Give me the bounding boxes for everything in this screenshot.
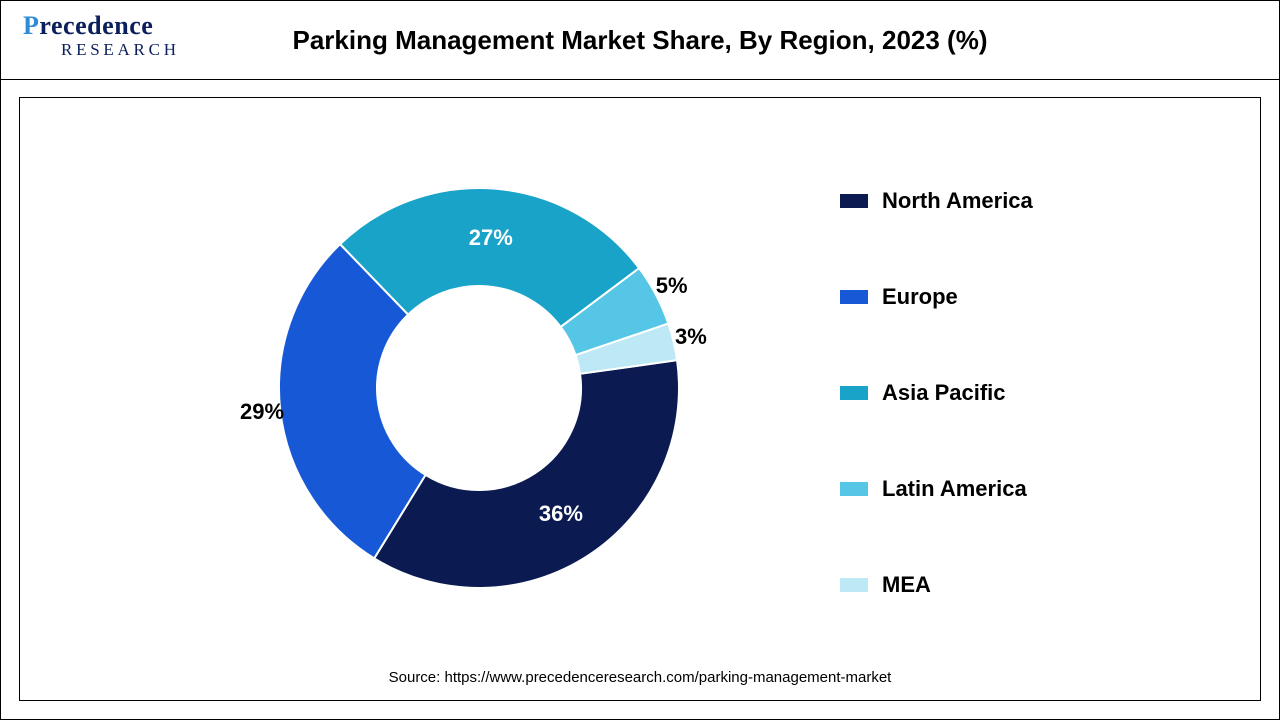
legend-swatch xyxy=(840,290,868,304)
brand-logo-accent: P xyxy=(23,11,39,40)
legend-swatch xyxy=(840,482,868,496)
chart-title: Parking Management Market Share, By Regi… xyxy=(1,25,1279,56)
brand-logo: Precedence RESEARCH xyxy=(23,13,180,58)
legend-label: North America xyxy=(882,188,1033,214)
slice-label: 27% xyxy=(469,225,513,251)
legend-item: Europe xyxy=(840,284,1033,310)
legend-item: North America xyxy=(840,188,1033,214)
legend-label: Asia Pacific xyxy=(882,380,1006,406)
legend-swatch xyxy=(840,386,868,400)
slice-label: 36% xyxy=(539,501,583,527)
brand-logo-bottom: RESEARCH xyxy=(61,41,180,58)
page-frame: Precedence RESEARCH Parking Management M… xyxy=(0,0,1280,720)
slice-label: 3% xyxy=(675,324,707,350)
legend-swatch xyxy=(840,578,868,592)
chart-area: 36% 29% 27% 5% 3% North America Europe Asia Pa… xyxy=(20,98,1260,660)
legend-item: Asia Pacific xyxy=(840,380,1033,406)
brand-logo-top: Precedence xyxy=(23,13,180,39)
plot-frame: 36% 29% 27% 5% 3% North America Europe Asia Pa… xyxy=(19,97,1261,701)
header-bar: Precedence RESEARCH Parking Management M… xyxy=(1,1,1279,80)
legend-swatch xyxy=(840,194,868,208)
legend-label: Europe xyxy=(882,284,958,310)
legend-label: MEA xyxy=(882,572,931,598)
legend-label: Latin America xyxy=(882,476,1027,502)
legend-item: Latin America xyxy=(840,476,1033,502)
brand-logo-rest: recedence xyxy=(39,11,153,40)
legend-item: MEA xyxy=(840,572,1033,598)
legend: North America Europe Asia Pacific Latin Ame… xyxy=(840,188,1033,598)
slice-label: 29% xyxy=(240,399,284,425)
slice-label: 5% xyxy=(656,273,688,299)
source-caption: Source: https://www.precedenceresearch.c… xyxy=(20,669,1260,686)
